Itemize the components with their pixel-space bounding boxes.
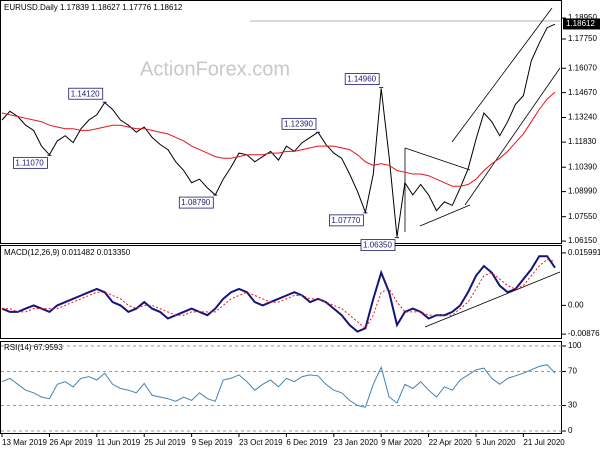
annotation-box (178, 196, 214, 209)
annotation-label: 1.14120 (71, 89, 100, 98)
channel-upper (451, 7, 553, 143)
y-tick-label: 0.00 (568, 300, 584, 309)
series-line (1, 23, 556, 237)
x-tick-label: 23 Jan 2020 (334, 438, 379, 447)
y-tick-label: 0.015991 (568, 248, 600, 257)
y-tick-label: 70 (568, 367, 577, 376)
x-tick-label: 9 Mar 2020 (381, 438, 422, 447)
x-tick-label: 25 Jul 2019 (144, 438, 186, 447)
annotation-box (344, 73, 380, 85)
x-tick-label: 13 Mar 2019 (2, 438, 47, 447)
x-tick-label: 23 Oct 2019 (239, 438, 283, 447)
y-tick-label: 100 (568, 341, 582, 350)
annotation-box (68, 87, 104, 100)
y-tick-label: 1.14670 (568, 88, 597, 97)
y-tick-label: -0.00876 (568, 329, 600, 338)
macd-panel (0, 245, 562, 339)
watermark: ActionForex.com (140, 58, 290, 80)
y-tick-label: 1.17750 (568, 34, 597, 43)
price-title: EURUSD.Daily 1.17839 1.18627 1.17776 1.1… (4, 3, 183, 12)
last-price-label: 1.18612 (566, 19, 595, 28)
price-panel (0, 0, 562, 244)
channel-lower (464, 67, 561, 206)
y-tick-label: 1.08990 (568, 187, 597, 196)
annotation-box (281, 117, 317, 130)
triangle-upper (404, 147, 471, 171)
annotation-label: 1.14960 (347, 75, 376, 84)
y-tick-label: 1.07550 (568, 212, 597, 221)
annotation-label: 1.08790 (181, 198, 210, 207)
macd-title: MACD(12,26,9) 0.011482 0.013350 (4, 248, 131, 257)
y-tick-label: 1.06150 (568, 236, 597, 245)
x-tick-label: 6 Dec 2019 (286, 438, 327, 447)
y-tick-label: 1.18950 (568, 13, 597, 22)
y-tick-label: 30 (568, 401, 577, 410)
annotation-box (328, 214, 364, 227)
annotation-label: 1.06350 (363, 241, 392, 250)
x-tick-label: 11 Jun 2019 (97, 438, 141, 447)
series-line (1, 364, 556, 408)
triangle-lower (419, 204, 471, 227)
annotation-label: 1.11070 (15, 158, 44, 167)
x-tick-label: 21 Jul 2020 (523, 438, 565, 447)
y-tick-label: 1.16070 (568, 63, 597, 72)
macd-trendline (424, 271, 561, 328)
x-tick-label: 26 Apr 2019 (49, 438, 93, 447)
rsi-panel (0, 341, 562, 434)
y-tick-label: 1.10390 (568, 162, 597, 171)
annotation-label: 1.07770 (331, 216, 360, 225)
annotation-label: 1.12390 (284, 119, 313, 128)
y-tick-label: 1.11830 (568, 137, 597, 146)
annotation-box (360, 239, 396, 251)
rsi-title: RSI(14) 67.9593 (4, 343, 63, 352)
y-tick-label: 1.13240 (568, 113, 597, 122)
annotation-box (12, 156, 48, 169)
x-tick-label: 22 Apr 2020 (429, 438, 473, 447)
x-tick-label: 5 Jun 2020 (476, 438, 516, 447)
series-line (2, 258, 556, 330)
series-line (1, 255, 556, 333)
y-tick-label: 0 (568, 426, 573, 435)
last-price-box (563, 18, 600, 30)
series-line (1, 91, 556, 187)
x-tick-label: 9 Sep 2019 (192, 438, 233, 447)
